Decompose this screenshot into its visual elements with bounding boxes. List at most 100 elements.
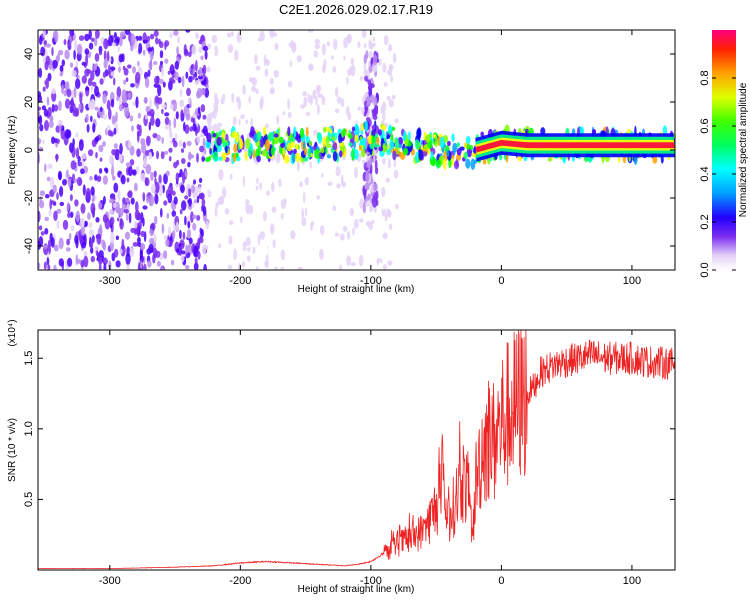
spectrogram-cell xyxy=(44,228,49,235)
spectrogram-cell xyxy=(321,173,324,178)
spectrogram-cell xyxy=(140,242,146,251)
spectrogram-cell xyxy=(232,153,237,163)
spectrogram-cell xyxy=(371,219,375,224)
spectrogram-cell xyxy=(138,35,143,41)
spectrogram-cell xyxy=(291,151,296,164)
spectrogram-cell xyxy=(315,95,318,106)
spectrogram-cell xyxy=(90,255,96,263)
spectrogram-cell xyxy=(348,133,353,139)
spectrogram-cell xyxy=(367,69,370,81)
spectrogram-cell xyxy=(58,123,62,134)
spectrogram-cell xyxy=(185,244,188,255)
colorbar-title: Normalized spectral amplitude xyxy=(738,82,749,217)
snr-x-axis-title: Height of straight line (km) xyxy=(298,584,415,595)
spectrogram-cell xyxy=(128,212,132,224)
spectrogram-cell xyxy=(123,79,127,85)
spectrogram-cell xyxy=(547,157,552,162)
spectrogram-cell xyxy=(273,37,279,45)
spectrogram-cell xyxy=(162,81,166,88)
spectrogram-cell xyxy=(167,184,174,195)
spectrogram-cell xyxy=(182,231,186,240)
spectrogram-cell xyxy=(58,100,62,112)
spectrogram-cell xyxy=(154,193,159,205)
spectrogram-cell xyxy=(202,114,207,120)
spectrogram-cell xyxy=(192,123,197,132)
spectrogram-cell xyxy=(274,266,278,270)
spectrogram-cell xyxy=(267,132,274,142)
spectrogram-cell xyxy=(191,185,195,194)
spectrogram-cell xyxy=(143,157,148,168)
spectrogram-cell xyxy=(278,178,282,188)
spectrogram-cell xyxy=(197,239,201,250)
spectrogram-cell xyxy=(157,84,162,97)
spectrogram-cell xyxy=(247,146,252,158)
spectrogram-cell xyxy=(276,115,280,125)
spectrogram-cell xyxy=(78,103,82,111)
spectrogram-cell xyxy=(269,223,275,235)
spectrogram-cell xyxy=(389,139,394,151)
spectrogram-cell xyxy=(180,148,185,153)
spectrogram-cell xyxy=(248,95,251,104)
spectrogram-cell xyxy=(139,254,144,264)
spectrogram-cell xyxy=(274,42,279,51)
spectrogram-cell xyxy=(160,207,163,218)
spectrogram-cell xyxy=(150,184,156,193)
spectrogram-cell xyxy=(175,221,179,232)
spectrogram-cell xyxy=(357,106,362,111)
spectrogram-cell xyxy=(135,166,140,174)
spectrogram-cell xyxy=(269,30,275,39)
spectrogram-cell xyxy=(387,158,391,169)
spectrogram-cell xyxy=(76,176,83,187)
spectrogram-cell xyxy=(382,62,387,73)
spectrogram-cell xyxy=(179,100,185,108)
spectrogram-cell xyxy=(165,239,170,247)
spectrogram-cell xyxy=(64,49,70,60)
spectrogram-cell xyxy=(214,92,218,102)
spectrogram-cell xyxy=(119,248,123,255)
spectrogram-cell xyxy=(339,142,344,147)
spectrogram-cell xyxy=(216,136,222,146)
spectrogram-cell xyxy=(184,124,190,134)
spectrogram-cell xyxy=(208,155,211,161)
spectrogram-cell xyxy=(146,135,151,146)
spectrogram-cell xyxy=(91,37,95,42)
spectrogram-cell xyxy=(133,221,138,229)
spectrogram-cell xyxy=(239,138,243,150)
spectrogram-cell xyxy=(69,211,74,218)
spectrogram-cell xyxy=(173,196,178,205)
spectrogram-cell xyxy=(290,230,296,240)
spectrogram-cell xyxy=(363,43,367,48)
spectrogram-cell xyxy=(280,266,285,270)
spectrogram-cell xyxy=(85,113,89,123)
spectrogram-cell xyxy=(57,170,63,181)
spectrogram-cell xyxy=(45,43,52,48)
spectrogram-cell xyxy=(255,65,261,71)
spectrogram-cell xyxy=(346,35,352,41)
spectrogram-cell xyxy=(93,36,98,47)
spectrogram-cell xyxy=(313,129,318,136)
spectrogram-cell xyxy=(121,238,125,251)
spectrogram-cell xyxy=(66,202,70,212)
spectrogram-cell xyxy=(365,96,371,102)
spectrogram-cell xyxy=(91,235,95,243)
spectrogram-cell xyxy=(246,255,251,262)
spectrogram-cell xyxy=(43,261,47,270)
spectrogram-cell xyxy=(480,131,485,137)
spectrogram-cell xyxy=(382,109,386,122)
spectrogram-cell xyxy=(98,51,102,56)
spectrogram-cell xyxy=(367,79,372,86)
spectrogram-cell xyxy=(199,145,205,153)
spectrogram-cell xyxy=(386,149,392,156)
spectrogram-cell xyxy=(191,201,195,208)
spectrogram-cell xyxy=(168,226,172,238)
spectrogram-cell xyxy=(466,143,470,151)
spectrogram-cell xyxy=(127,140,132,149)
spectrogram-cell xyxy=(395,203,399,210)
spectrogram-cell xyxy=(213,102,219,111)
spectrogram-cell xyxy=(199,227,203,234)
spectrogram-cell xyxy=(394,138,400,149)
spectrogram-cell xyxy=(228,220,234,226)
spectrogram-cell xyxy=(517,155,522,162)
spectrogram-cell xyxy=(99,157,103,162)
spectrogram-cell xyxy=(289,60,293,67)
